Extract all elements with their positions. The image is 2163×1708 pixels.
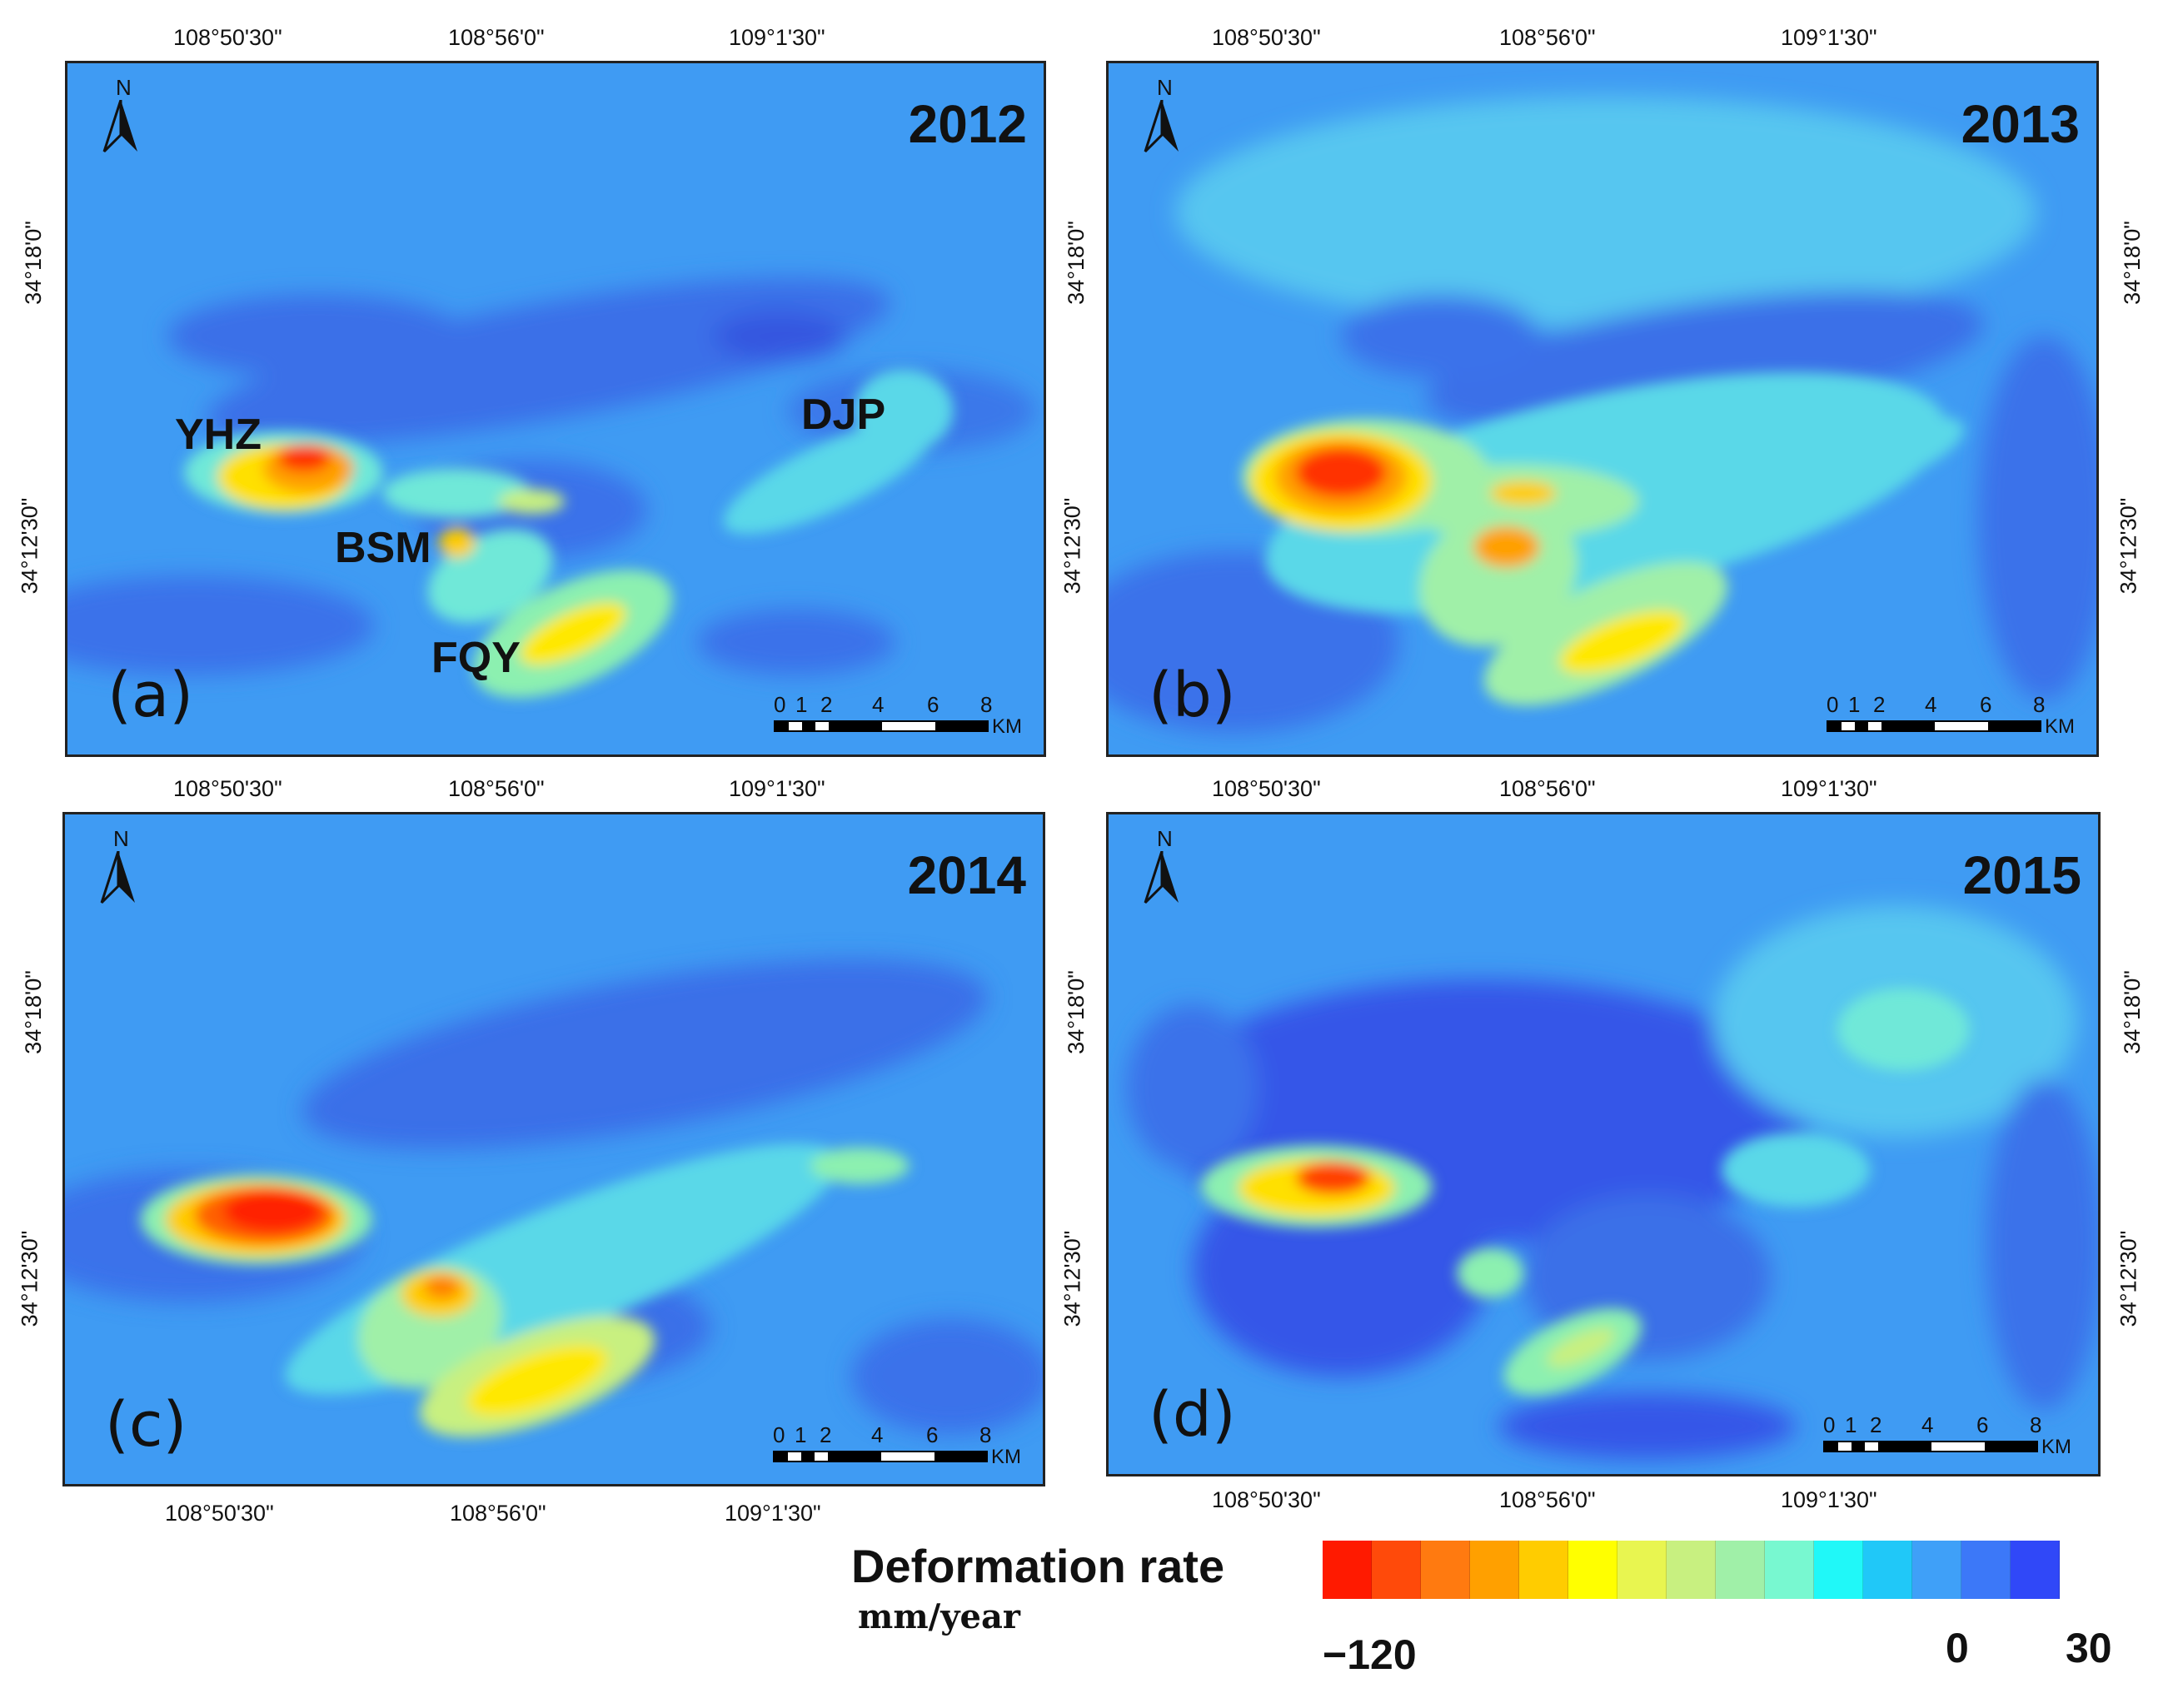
panel-label: (c) <box>105 1389 187 1461</box>
lon-tick: 108°56'0" <box>448 25 545 50</box>
lon-tick: 109°1'30" <box>1781 776 1877 801</box>
lat-tick: 34°12'30" <box>2116 1230 2141 1327</box>
lon-tick: 108°50'30" <box>173 776 282 801</box>
year-label: 2015 <box>1962 845 2081 905</box>
legend-color-swatch <box>2011 1541 2060 1599</box>
north-arrow: N <box>100 826 150 918</box>
legend-title: Deformation rate <box>851 1540 1225 1592</box>
legend-color-swatch <box>1568 1541 1617 1599</box>
site-label-fqy: FQY <box>431 634 521 682</box>
legend-color-swatch <box>1667 1541 1716 1599</box>
lon-tick: 108°56'0" <box>450 1501 546 1526</box>
legend-min-label: −120 <box>1323 1631 1417 1678</box>
north-arrow: N <box>1144 75 1194 167</box>
legend-color-ramp <box>1323 1541 2060 1599</box>
legend-color-swatch <box>1814 1541 1863 1599</box>
north-arrow-icon <box>1144 100 1179 153</box>
legend-color-swatch <box>1961 1541 2011 1599</box>
lat-tick: 34°12'30" <box>1059 1230 1085 1327</box>
deformation-map-b <box>1109 96 2096 734</box>
north-arrow-icon <box>102 100 137 153</box>
site-label-bsm: BSM <box>335 524 431 572</box>
legend-color-swatch <box>1912 1541 1961 1599</box>
lat-tick: 34°12'30" <box>17 497 42 595</box>
lon-tick: 108°50'30" <box>1212 25 1321 50</box>
lat-tick: 34°18'0" <box>1063 221 1089 305</box>
year-label: 2014 <box>907 845 1026 905</box>
panel-label: (d) <box>1149 1379 1236 1451</box>
north-arrow-icon <box>1144 851 1179 904</box>
site-label-yhz: YHZ <box>175 411 262 459</box>
year-label: 2012 <box>908 94 1027 154</box>
lon-tick: 109°1'30" <box>1781 1487 1877 1512</box>
deformation-map-c <box>65 959 1043 1437</box>
panel-label: (a) <box>107 660 194 731</box>
year-label: 2013 <box>1961 94 2080 154</box>
site-label-djp: DJP <box>801 391 886 439</box>
lat-tick: 34°12'30" <box>2116 497 2141 595</box>
lon-tick: 108°50'30" <box>165 1501 274 1526</box>
north-arrow-icon <box>100 851 135 904</box>
lon-tick: 108°56'0" <box>448 776 545 801</box>
lon-tick: 109°1'30" <box>729 25 825 50</box>
lon-tick: 109°1'30" <box>1781 25 1877 50</box>
legend-color-swatch <box>1323 1541 1372 1599</box>
deformation-map-a <box>67 277 1036 698</box>
panel-label: (b) <box>1149 660 1236 731</box>
lon-tick: 109°1'30" <box>729 776 825 801</box>
lat-tick: 34°18'0" <box>2119 221 2145 305</box>
lat-tick: 34°18'0" <box>20 970 46 1054</box>
lat-tick: 34°18'0" <box>2119 970 2145 1054</box>
legend-color-swatch <box>1863 1541 1912 1599</box>
legend-color-swatch <box>1470 1541 1519 1599</box>
lat-tick: 34°18'0" <box>20 221 46 305</box>
lat-tick: 34°18'0" <box>1063 970 1089 1054</box>
deformation-map-d <box>1126 905 2098 1460</box>
legend-max-label: 30 <box>2066 1625 2112 1671</box>
lat-tick: 34°12'30" <box>17 1230 42 1327</box>
lon-tick: 108°50'30" <box>1212 1487 1321 1512</box>
legend-color-swatch <box>1519 1541 1568 1599</box>
legend-color-swatch <box>1617 1541 1667 1599</box>
legend-zero-label: 0 <box>1946 1625 1969 1671</box>
lon-tick: 108°56'0" <box>1499 25 1596 50</box>
legend-color-swatch <box>1716 1541 1765 1599</box>
lon-tick: 108°56'0" <box>1499 776 1596 801</box>
lon-tick: 108°50'30" <box>1212 776 1321 801</box>
north-arrow: N <box>102 75 152 167</box>
lon-tick: 109°1'30" <box>725 1501 821 1526</box>
lon-tick: 108°50'30" <box>173 25 282 50</box>
lon-tick: 108°56'0" <box>1499 1487 1596 1512</box>
north-arrow: N <box>1144 826 1194 918</box>
legend-color-swatch <box>1372 1541 1421 1599</box>
legend-color-swatch <box>1765 1541 1814 1599</box>
legend-unit: mm/year <box>858 1597 1020 1636</box>
legend-color-swatch <box>1421 1541 1470 1599</box>
lat-tick: 34°12'30" <box>1059 497 1085 595</box>
